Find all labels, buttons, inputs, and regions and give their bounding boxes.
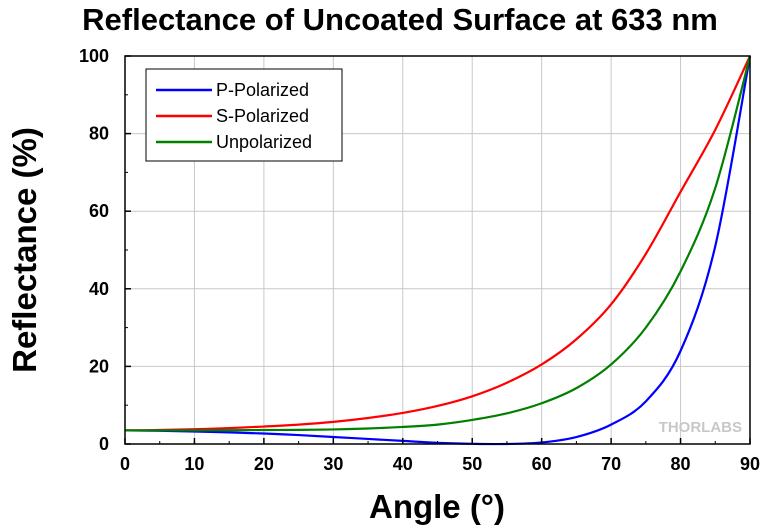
thorlabs-watermark-text: THORLABS bbox=[659, 419, 742, 436]
y-axis-title: Reflectance (%) bbox=[6, 127, 43, 373]
y-tick-label: 40 bbox=[89, 279, 109, 299]
x-tick-label: 30 bbox=[323, 454, 343, 474]
legend-label-unpolarized: Unpolarized bbox=[216, 132, 312, 152]
x-tick-label: 60 bbox=[532, 454, 552, 474]
chart-title: Reflectance of Uncoated Surface at 633 n… bbox=[82, 2, 718, 37]
legend: P-Polarized S-Polarized Unpolarized bbox=[145, 68, 343, 162]
x-tick-label: 70 bbox=[601, 454, 621, 474]
x-tick-label: 20 bbox=[254, 454, 274, 474]
x-tick-label: 50 bbox=[462, 454, 482, 474]
axis-ticks: 0 10 20 30 40 50 60 70 80 90 0 20 40 60 80 100 bbox=[79, 46, 760, 474]
legend-label-p-polarized: P-Polarized bbox=[216, 80, 309, 100]
y-tick-label: 100 bbox=[79, 46, 109, 66]
unpolarized-line bbox=[125, 55, 752, 432]
s-polarized-line bbox=[124, 55, 751, 432]
x-tick-label: 80 bbox=[671, 454, 691, 474]
y-tick-label: 80 bbox=[89, 124, 109, 144]
x-tick-label: 0 bbox=[120, 454, 130, 474]
legend-label-s-polarized: S-Polarized bbox=[216, 106, 309, 126]
y-tick-label: 0 bbox=[99, 434, 109, 454]
x-tick-label: 10 bbox=[184, 454, 204, 474]
x-tick-label: 90 bbox=[740, 454, 760, 474]
y-tick-label: 60 bbox=[89, 201, 109, 221]
x-tick-label: 40 bbox=[393, 454, 413, 474]
y-tick-label: 20 bbox=[89, 356, 109, 376]
x-axis-title: Angle (°) bbox=[369, 488, 505, 525]
thorlabs-logo: THORLABS bbox=[659, 419, 742, 436]
